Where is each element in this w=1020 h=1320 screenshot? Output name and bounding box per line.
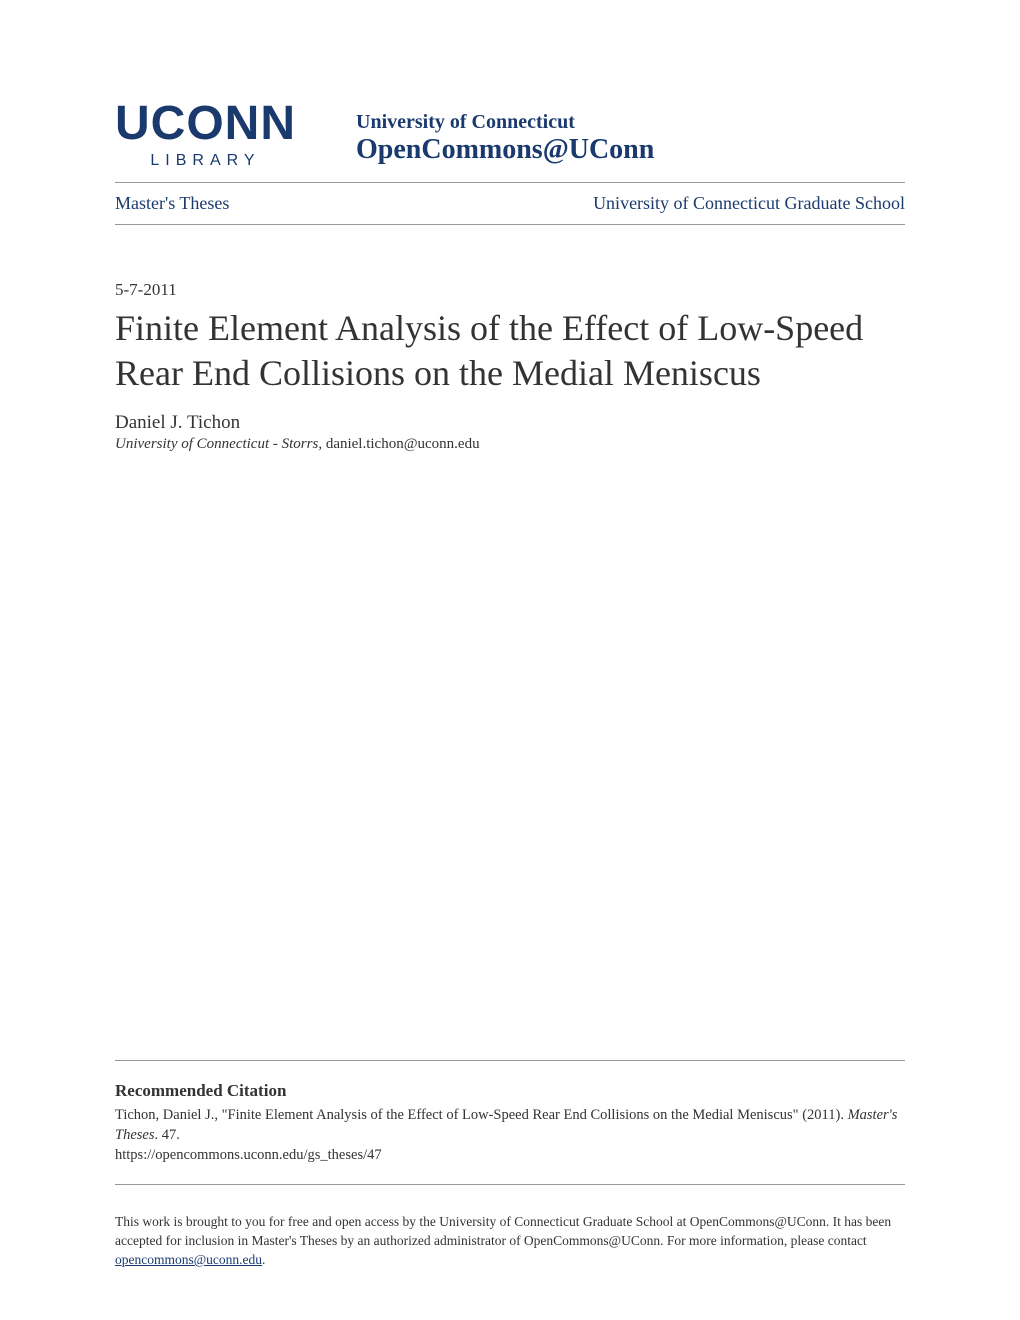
citation-url: https://opencommons.uconn.edu/gs_theses/… [115, 1147, 905, 1164]
footer-text: This work is brought to you for free and… [115, 1213, 905, 1270]
author-name: Daniel J. Tichon [115, 412, 905, 434]
citation-suffix: . 47. [154, 1127, 179, 1143]
publication-date: 5-7-2011 [115, 280, 905, 300]
header-right: University of Connecticut OpenCommons@UC… [356, 111, 905, 170]
citation-text: Tichon, Daniel J., "Finite Element Analy… [115, 1105, 905, 1146]
citation-heading: Recommended Citation [115, 1081, 905, 1101]
affiliation-institution: University of Connecticut - Storrs [115, 436, 318, 452]
logo-block: UCONN LIBRARY [115, 100, 296, 170]
header-section: UCONN LIBRARY University of Connecticut … [115, 100, 905, 170]
author-affiliation: University of Connecticut - Storrs, dani… [115, 436, 905, 453]
content-spacer [115, 453, 905, 1060]
citation-block: Recommended Citation Tichon, Daniel J., … [115, 1081, 905, 1165]
repository-name: OpenCommons@UConn [356, 134, 905, 166]
page-container: UCONN LIBRARY University of Connecticut … [0, 0, 1020, 1320]
citation-prefix: Tichon, Daniel J., "Finite Element Analy… [115, 1107, 848, 1123]
divider-footer [115, 1184, 905, 1185]
footer-prefix: This work is brought to you for free and… [115, 1214, 891, 1248]
logo-sub-text: LIBRARY [150, 152, 260, 170]
university-name: University of Connecticut [356, 111, 905, 134]
contact-email-link[interactable]: opencommons@uconn.edu [115, 1252, 262, 1267]
logo-main-text: UCONN [115, 100, 296, 148]
divider-citation [115, 1060, 905, 1061]
document-title: Finite Element Analysis of the Effect of… [115, 306, 905, 396]
collection-link[interactable]: Master's Theses [115, 193, 229, 214]
breadcrumb-row: Master's Theses University of Connecticu… [115, 183, 905, 224]
affiliation-email: , daniel.tichon@uconn.edu [318, 436, 479, 452]
footer-suffix: . [262, 1252, 265, 1267]
school-link[interactable]: University of Connecticut Graduate Schoo… [593, 193, 905, 214]
divider-bottom [115, 224, 905, 225]
